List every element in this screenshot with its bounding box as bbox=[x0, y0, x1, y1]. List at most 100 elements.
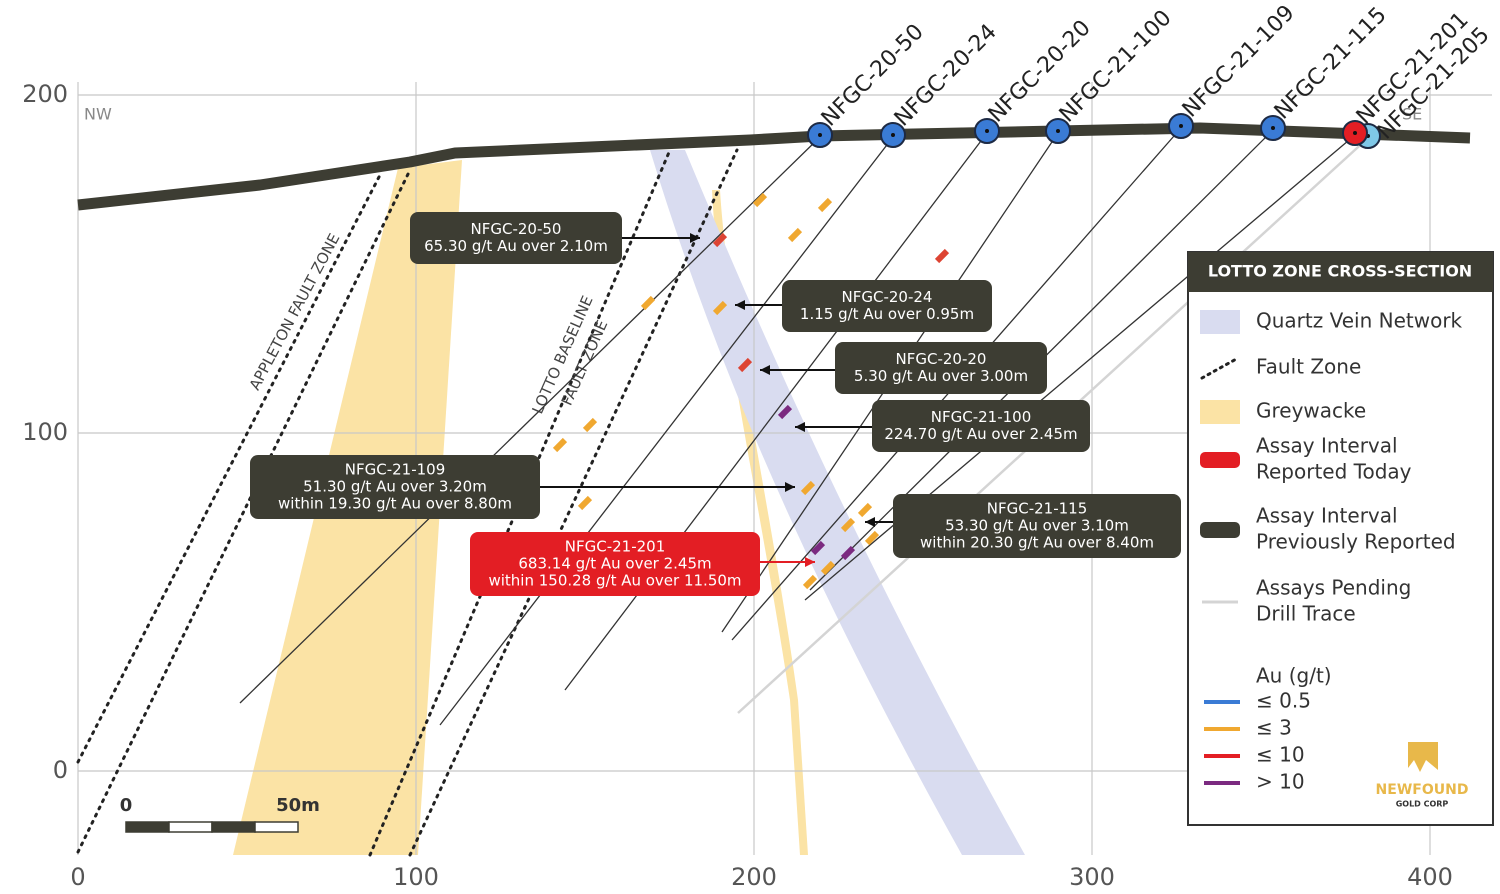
assay-mark bbox=[552, 437, 568, 453]
legend-label: Assays Pending bbox=[1256, 576, 1411, 600]
logo-mark bbox=[1408, 742, 1438, 772]
assay-mark bbox=[857, 502, 873, 518]
drill-trace bbox=[439, 136, 894, 726]
callout-title: NFGC-20-24 bbox=[842, 288, 933, 306]
legend-label: Drill Trace bbox=[1256, 602, 1356, 626]
scale-segment bbox=[168, 821, 213, 833]
x-tick-label: 200 bbox=[731, 863, 777, 891]
callout-title: NFGC-20-20 bbox=[896, 350, 987, 368]
collar-dot bbox=[1353, 131, 1357, 135]
legend-label: Greywacke bbox=[1256, 399, 1366, 423]
x-tick-label: 300 bbox=[1069, 863, 1115, 891]
y-tick-label: 200 bbox=[22, 80, 68, 108]
assay-mark bbox=[802, 574, 818, 590]
assay-mark bbox=[934, 248, 950, 264]
collar-dot bbox=[1179, 124, 1183, 128]
assay-mark bbox=[810, 540, 826, 556]
assay-mark bbox=[864, 530, 880, 546]
assay-mark bbox=[800, 480, 816, 496]
logo-sub: GOLD CORP bbox=[1396, 800, 1449, 809]
x-tick-label: 100 bbox=[393, 863, 439, 891]
callout-box bbox=[835, 342, 1047, 394]
x-tick-label: 400 bbox=[1407, 863, 1453, 891]
callout-title: NFGC-21-201 bbox=[565, 538, 666, 556]
callout-text: 224.70 g/t Au over 2.45m bbox=[884, 425, 1077, 443]
callout-title: NFGC-21-109 bbox=[345, 461, 446, 479]
callout-box bbox=[410, 212, 622, 264]
drill-trace bbox=[564, 132, 988, 691]
fault-line bbox=[76, 168, 412, 854]
legend-label: Assay Interval bbox=[1256, 504, 1398, 528]
legend-label: Previously Reported bbox=[1256, 530, 1456, 554]
legend-label: Assay Interval bbox=[1256, 434, 1398, 458]
assay-mark bbox=[640, 295, 656, 311]
collar-dot bbox=[818, 133, 822, 137]
au-title: Au (g/t) bbox=[1256, 664, 1332, 688]
assay-mark bbox=[777, 404, 793, 420]
assay-mark bbox=[820, 560, 836, 576]
assay-mark bbox=[582, 417, 598, 433]
callout-text: 51.30 g/t Au over 3.20m bbox=[303, 478, 487, 496]
callout-text: within 20.30 g/t Au over 8.40m bbox=[920, 534, 1154, 552]
callout-box bbox=[872, 400, 1090, 452]
scale-segment bbox=[125, 821, 170, 833]
fault-line bbox=[408, 148, 739, 857]
assay-mark bbox=[712, 300, 728, 316]
au-label: ≤ 0.5 bbox=[1256, 689, 1311, 713]
swatch bbox=[1200, 310, 1240, 334]
au-label: ≤ 3 bbox=[1256, 716, 1292, 740]
au-label: ≤ 10 bbox=[1256, 743, 1305, 767]
logo-name: NEWFOUND bbox=[1376, 782, 1469, 798]
arrow-head bbox=[805, 557, 815, 567]
callout-text: within 150.28 g/t Au over 11.50m bbox=[488, 572, 741, 590]
swatch bbox=[1200, 356, 1240, 380]
scale-label: 50m bbox=[276, 795, 320, 816]
direction-label: NW bbox=[84, 105, 112, 124]
legend-label: Quartz Vein Network bbox=[1256, 309, 1463, 333]
legend: LOTTO ZONE CROSS-SECTION Quartz Vein Netw… bbox=[1187, 251, 1494, 826]
surface bbox=[77, 122, 1471, 211]
legend-label: Fault Zone bbox=[1256, 355, 1361, 379]
callout-text: 5.30 g/t Au over 3.00m bbox=[854, 367, 1028, 385]
collar-dot bbox=[985, 129, 989, 133]
callout-text: 53.30 g/t Au over 3.10m bbox=[945, 517, 1129, 535]
assay-mark bbox=[752, 192, 768, 208]
zone-label: APPLETON FAULT ZONE bbox=[246, 230, 344, 393]
collar-dot bbox=[1056, 129, 1060, 133]
callout-title: NFGC-21-100 bbox=[931, 408, 1032, 426]
arrow-head bbox=[735, 300, 745, 310]
arrow-head bbox=[690, 233, 700, 243]
callout-box bbox=[470, 532, 760, 596]
callout-text: 1.15 g/t Au over 0.95m bbox=[800, 305, 974, 323]
y-tick-label: 0 bbox=[53, 756, 68, 784]
drill-trace bbox=[239, 136, 821, 704]
callout-title: NFGC-21-115 bbox=[987, 500, 1088, 518]
legend-title: LOTTO ZONE CROSS-SECTION bbox=[1208, 262, 1472, 281]
callout-text: 683.14 g/t Au over 2.45m bbox=[518, 555, 711, 573]
assay-mark bbox=[840, 517, 856, 533]
assay-mark bbox=[840, 545, 856, 561]
collar-dot bbox=[1271, 126, 1275, 130]
callout-box bbox=[782, 280, 992, 332]
callout-text: 65.30 g/t Au over 2.10m bbox=[424, 237, 608, 255]
quartz-vein bbox=[650, 150, 1025, 855]
callout-box bbox=[250, 455, 540, 519]
arrow-head bbox=[760, 365, 770, 375]
assay-mark bbox=[817, 197, 833, 213]
au-label: > 10 bbox=[1256, 770, 1305, 794]
direction-label: SE bbox=[1402, 105, 1422, 124]
x-tick-label: 0 bbox=[70, 863, 85, 891]
legend-header bbox=[1188, 252, 1493, 292]
y-tick-label: 100 bbox=[22, 418, 68, 446]
callout-box bbox=[893, 494, 1181, 558]
scale-label: 0 bbox=[120, 795, 133, 816]
swatch bbox=[1200, 522, 1240, 538]
assay-mark bbox=[577, 495, 593, 511]
swatch bbox=[1200, 400, 1240, 424]
assay-mark bbox=[737, 357, 753, 373]
arrow-head bbox=[785, 482, 795, 492]
fault-line bbox=[76, 173, 382, 764]
callout-title: NFGC-20-50 bbox=[471, 220, 562, 238]
assay-mark bbox=[787, 227, 803, 243]
